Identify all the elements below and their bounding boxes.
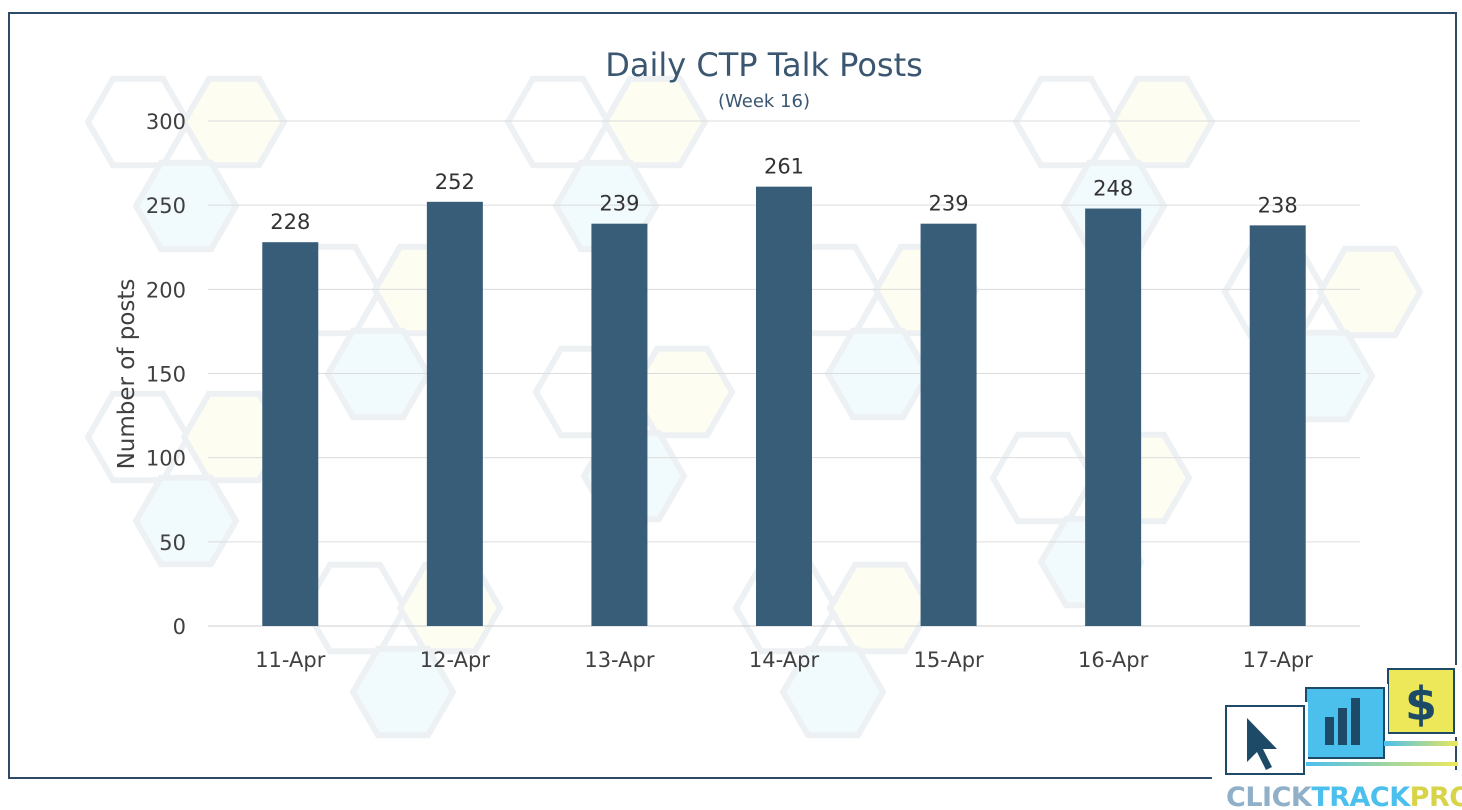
x-tick-label: 13-Apr bbox=[584, 648, 655, 672]
chart-frame bbox=[8, 12, 1457, 779]
watermark-hexagon bbox=[349, 645, 457, 739]
bar-12-Apr bbox=[426, 201, 483, 627]
chart-subtitle: (Week 16) bbox=[718, 91, 810, 112]
y-tick-label: 150 bbox=[146, 363, 186, 387]
watermark-hexagon bbox=[826, 561, 934, 655]
y-tick-label: 200 bbox=[146, 278, 186, 302]
y-tick-label: 50 bbox=[159, 531, 186, 555]
x-tick-label: 14-Apr bbox=[749, 648, 820, 672]
watermark-hexagon bbox=[301, 561, 409, 655]
bar-11-Apr bbox=[262, 242, 319, 626]
logo-text-click: CLICK bbox=[1226, 782, 1313, 810]
y-axis-ticks: 0 50 100 150 200 250 300 bbox=[146, 110, 186, 639]
bar-17-Apr bbox=[1249, 225, 1306, 626]
watermark-hexagon bbox=[779, 645, 887, 739]
watermark-hexagon bbox=[84, 390, 192, 484]
y-tick-label: 250 bbox=[146, 194, 186, 218]
bar-13-Apr bbox=[591, 223, 648, 626]
watermark-hexagon bbox=[1012, 75, 1120, 169]
data-label: 248 bbox=[1093, 177, 1133, 201]
x-tick-label: 17-Apr bbox=[1243, 648, 1314, 672]
dollar-icon: $ bbox=[1384, 665, 1458, 737]
watermark-hexagon bbox=[504, 75, 612, 169]
data-label: 239 bbox=[599, 192, 639, 216]
watermark-hexagon bbox=[180, 75, 288, 169]
bars-group bbox=[262, 186, 1306, 627]
watermark-hexagon bbox=[84, 75, 192, 169]
data-label: 261 bbox=[764, 155, 804, 179]
cursor-icon bbox=[1222, 702, 1308, 778]
logo-text: CLICKTRACKPROFIT bbox=[1226, 782, 1462, 810]
bar-16-Apr bbox=[1085, 208, 1142, 627]
data-label: 252 bbox=[435, 170, 475, 194]
x-axis-ticks: 11-Apr 12-Apr 13-Apr 14-Apr 15-Apr 16-Apr 17-A… bbox=[255, 648, 1313, 672]
logo-text-profit: PROFIT bbox=[1410, 782, 1462, 810]
watermark-hexagon bbox=[132, 159, 240, 253]
y-axis-label: Number of posts bbox=[114, 279, 140, 470]
watermark-hexagon bbox=[601, 75, 709, 169]
data-label: 239 bbox=[929, 192, 969, 216]
y-tick-label: 100 bbox=[146, 447, 186, 471]
data-labels-group: 228 252 239 261 239 248 238 bbox=[270, 155, 1298, 235]
watermark-hexagon bbox=[989, 431, 1097, 525]
clicktrackprofit-logo: $ CLICKTRACKPROFIT bbox=[1212, 665, 1462, 810]
logo-text-track: TRACK bbox=[1311, 782, 1411, 810]
data-label: 228 bbox=[270, 210, 310, 234]
x-tick-label: 12-Apr bbox=[420, 648, 491, 672]
x-tick-label: 11-Apr bbox=[255, 648, 326, 672]
chart-title: Daily CTP Talk Posts bbox=[605, 46, 923, 84]
watermark-hexagon bbox=[1316, 245, 1424, 339]
svg-text:$: $ bbox=[1405, 677, 1437, 731]
bar-14-Apr bbox=[756, 186, 812, 626]
data-label: 238 bbox=[1258, 193, 1298, 217]
y-tick-label: 300 bbox=[146, 110, 186, 134]
y-tick-label: 0 bbox=[173, 615, 186, 639]
watermark-hexagon bbox=[132, 474, 240, 568]
x-tick-label: 15-Apr bbox=[913, 648, 984, 672]
watermark-hexagon bbox=[180, 390, 288, 484]
watermark-hexagon bbox=[1108, 75, 1216, 169]
bar-chart-icon bbox=[1302, 684, 1388, 762]
bar-15-Apr bbox=[920, 223, 977, 626]
x-tick-label: 16-Apr bbox=[1078, 648, 1149, 672]
